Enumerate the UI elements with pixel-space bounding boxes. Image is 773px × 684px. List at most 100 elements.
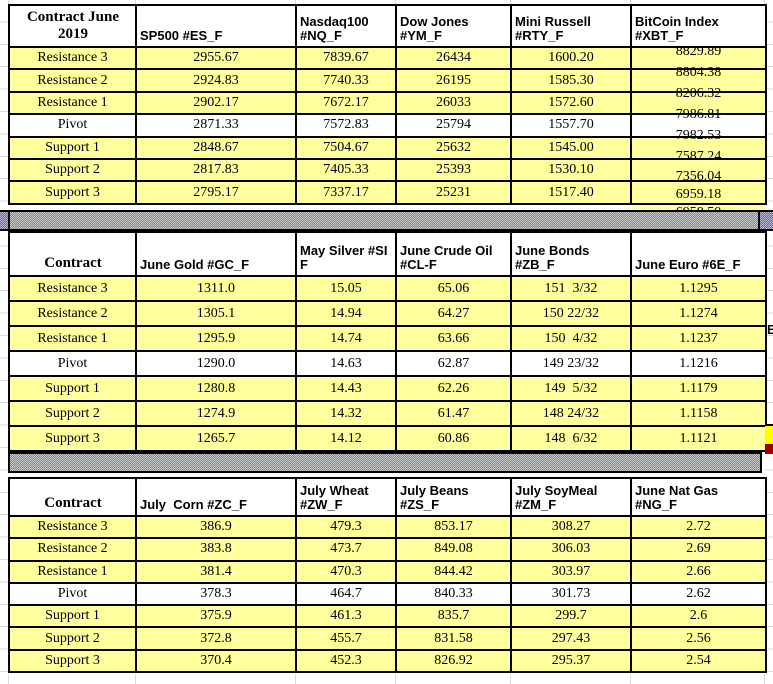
- corner-header-3[interactable]: Contract: [10, 479, 135, 515]
- value-cell[interactable]: 2.56: [632, 628, 765, 649]
- col-header-euro[interactable]: June Euro #6E_F: [632, 233, 765, 275]
- value-cell[interactable]: 1.1121: [632, 427, 765, 450]
- value-cell[interactable]: 473.7: [297, 539, 395, 560]
- value-cell[interactable]: 2902.17: [137, 92, 295, 114]
- value-cell[interactable]: 148 24/32: [512, 402, 630, 425]
- value-cell[interactable]: 381.4: [137, 561, 295, 582]
- value-cell[interactable]: 2871.33: [137, 115, 295, 136]
- value-cell[interactable]: 372.8: [137, 628, 295, 649]
- row-label-cell[interactable]: Pivot: [10, 115, 135, 136]
- value-cell[interactable]: 15.05: [297, 277, 395, 300]
- value-cell[interactable]: 1545.00: [512, 137, 630, 158]
- value-cell[interactable]: 301.73: [512, 583, 630, 605]
- value-cell[interactable]: 7504.67: [297, 137, 395, 158]
- value-cell[interactable]: 149 23/32: [512, 352, 630, 375]
- row-label-cell[interactable]: Support 2: [10, 628, 135, 649]
- value-cell[interactable]: 455.7: [297, 628, 395, 649]
- value-cell[interactable]: 1290.0: [137, 352, 295, 375]
- value-cell[interactable]: 62.26: [397, 377, 510, 400]
- value-cell[interactable]: 844.42: [397, 561, 510, 582]
- separator-band-1[interactable]: [0, 210, 773, 231]
- value-cell[interactable]: 63.66: [397, 327, 510, 350]
- value-cell[interactable]: 2795.17: [137, 182, 295, 203]
- value-cell[interactable]: 1.1158: [632, 402, 765, 425]
- value-cell[interactable]: 375.9: [137, 606, 295, 627]
- value-cell[interactable]: 25794: [397, 115, 510, 136]
- col-header-crude[interactable]: June Crude Oil #CL-F: [397, 233, 510, 275]
- value-cell[interactable]: 2924.83: [137, 70, 295, 91]
- row-label-cell[interactable]: Resistance 2: [10, 302, 135, 325]
- value-cell[interactable]: 470.3: [297, 561, 395, 582]
- value-cell[interactable]: 2.66: [632, 561, 765, 582]
- value-cell[interactable]: 26434: [397, 48, 510, 69]
- value-cell[interactable]: 1600.20: [512, 48, 630, 69]
- col-header-silver[interactable]: May Silver #SI F: [297, 233, 395, 275]
- row-label-cell[interactable]: Support 1: [10, 606, 135, 627]
- red-cell-fragment[interactable]: [765, 444, 773, 454]
- value-cell[interactable]: 835.7: [397, 606, 510, 627]
- col-header-gold[interactable]: June Gold #GC_F: [137, 233, 295, 275]
- value-cell[interactable]: 2.62: [632, 583, 765, 605]
- row-label-cell[interactable]: Pivot: [10, 352, 135, 375]
- value-cell[interactable]: 1.1237: [632, 327, 765, 350]
- col-header-soymeal[interactable]: July SoyMeal #ZM_F: [512, 479, 630, 515]
- row-label-cell[interactable]: Support 3: [10, 182, 135, 203]
- col-header-sp500[interactable]: SP500 #ES_F: [137, 6, 295, 46]
- row-label-cell[interactable]: Support 1: [10, 137, 135, 158]
- value-cell[interactable]: 383.8: [137, 539, 295, 560]
- col-header-bitcoin[interactable]: BitCoin Index #XBT_F: [632, 6, 765, 46]
- value-cell[interactable]: 826.92: [397, 650, 510, 672]
- col-header-beans[interactable]: July Beans #ZS_F: [397, 479, 510, 515]
- value-cell[interactable]: 452.3: [297, 650, 395, 672]
- col-header-dow[interactable]: Dow Jones #YM_F: [397, 6, 510, 46]
- value-cell[interactable]: 2817.83: [137, 159, 295, 181]
- value-cell[interactable]: 25632: [397, 137, 510, 158]
- row-label-cell[interactable]: Support 3: [10, 427, 135, 450]
- col-header-corn[interactable]: July Corn #ZC_F: [137, 479, 295, 515]
- row-label-cell[interactable]: Resistance 3: [10, 277, 135, 300]
- value-cell[interactable]: 1585.30: [512, 70, 630, 91]
- row-label-cell[interactable]: Resistance 1: [10, 561, 135, 582]
- value-cell[interactable]: 60.86: [397, 427, 510, 450]
- value-cell[interactable]: 151 3/32: [512, 277, 630, 300]
- value-cell[interactable]: 831.58: [397, 628, 510, 649]
- value-cell[interactable]: 64.27: [397, 302, 510, 325]
- row-label-cell[interactable]: Resistance 3: [10, 517, 135, 538]
- value-cell[interactable]: 1557.70: [512, 115, 630, 136]
- value-cell[interactable]: 7672.17: [297, 92, 395, 114]
- value-cell[interactable]: 1265.7: [137, 427, 295, 450]
- value-cell[interactable]: 1.1216: [632, 352, 765, 375]
- value-cell[interactable]: 1311.0: [137, 277, 295, 300]
- value-cell[interactable]: 853.17: [397, 517, 510, 538]
- value-cell[interactable]: 14.12: [297, 427, 395, 450]
- value-cell[interactable]: 61.47: [397, 402, 510, 425]
- value-cell[interactable]: 14.63: [297, 352, 395, 375]
- value-cell[interactable]: 1.1295: [632, 277, 765, 300]
- value-cell[interactable]: 2848.67: [137, 137, 295, 158]
- row-label-cell[interactable]: Support 3: [10, 650, 135, 672]
- value-cell[interactable]: 295.37: [512, 650, 630, 672]
- value-cell[interactable]: 303.97: [512, 561, 630, 582]
- value-cell[interactable]: 65.06: [397, 277, 510, 300]
- row-label-cell[interactable]: Pivot: [10, 583, 135, 605]
- value-cell[interactable]: 1295.9: [137, 327, 295, 350]
- row-label-cell[interactable]: Resistance 2: [10, 70, 135, 91]
- row-label-cell[interactable]: Support 1: [10, 377, 135, 400]
- value-cell[interactable]: 2.54: [632, 650, 765, 672]
- value-cell[interactable]: 148 6/32: [512, 427, 630, 450]
- value-cell[interactable]: 25393: [397, 159, 510, 181]
- value-cell[interactable]: 7839.67: [297, 48, 395, 69]
- value-cell[interactable]: 306.03: [512, 539, 630, 560]
- corner-header-1[interactable]: Contract June 2019: [10, 6, 135, 46]
- value-cell[interactable]: 370.4: [137, 650, 295, 672]
- value-cell[interactable]: 1274.9: [137, 402, 295, 425]
- value-cell[interactable]: 308.27: [512, 517, 630, 538]
- col-header-bonds[interactable]: June Bonds #ZB_F: [512, 233, 630, 275]
- value-cell[interactable]: 1.1179: [632, 377, 765, 400]
- value-cell[interactable]: 7337.17: [297, 182, 395, 203]
- value-cell[interactable]: 62.87: [397, 352, 510, 375]
- row-label-cell[interactable]: Support 2: [10, 159, 135, 181]
- value-cell[interactable]: 7740.33: [297, 70, 395, 91]
- value-cell[interactable]: 840.33: [397, 583, 510, 605]
- row-label-cell[interactable]: Resistance 1: [10, 327, 135, 350]
